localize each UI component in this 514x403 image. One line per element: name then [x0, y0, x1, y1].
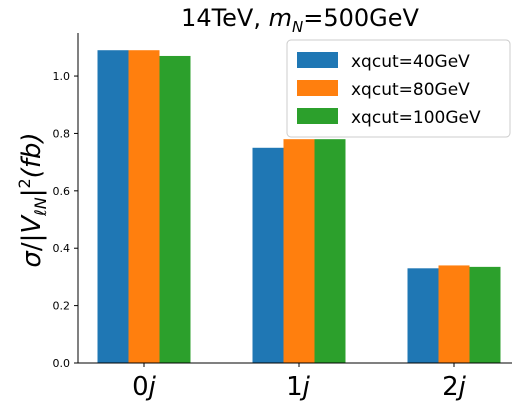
chart-title-prefix: 14TeV, [181, 4, 269, 32]
legend-swatch-3 [297, 108, 338, 124]
y-axis-label: σ/|VℓN|2(fb) [15, 132, 50, 267]
y-axis-label-unit: (fb) [17, 132, 47, 178]
y-tick-label: 0.6 [53, 185, 71, 198]
bar-2-1 [128, 50, 160, 363]
x-tick-label-2j-variable: j [456, 372, 467, 402]
chart-title-variable: m [269, 4, 292, 32]
legend-label-1: xqcut=40GeV [351, 52, 470, 72]
y-tick-label: 0.4 [53, 242, 71, 255]
x-tick-label-1j: 1j [286, 372, 311, 402]
bar-1-2 [252, 147, 284, 363]
x-tick-label-1j-variable: j [300, 372, 311, 402]
legend: xqcut=40GeV xqcut=80GeV xqcut=100GeV [286, 39, 511, 138]
bar-2-2 [283, 139, 315, 363]
chart-title-suffix: =500GeV [303, 4, 419, 32]
svg-text:σ/|VℓN|2(fb): σ/|VℓN|2(fb) [15, 132, 50, 267]
legend-label-3: xqcut=100GeV [351, 108, 481, 128]
y-tick-label: 1.0 [53, 70, 71, 83]
y-tick-label: 0.2 [53, 300, 71, 313]
svg-text:0j: 0j [132, 372, 157, 402]
svg-text:14TeV, mN=500GeV: 14TeV, mN=500GeV [181, 4, 419, 36]
legend-swatch-1 [297, 52, 338, 68]
y-tick-label: 0.8 [53, 127, 71, 140]
bar-3-2 [314, 139, 346, 363]
y-tick-label: 0.0 [53, 357, 71, 370]
y-axis-label-subscript: ℓN [31, 197, 50, 217]
x-tick-label-0j: 0j [132, 372, 157, 402]
bar-3-3 [469, 266, 501, 363]
y-axis: 0.0 0.2 0.4 0.6 0.8 1.0 [53, 33, 79, 370]
legend-label-2: xqcut=80GeV [351, 80, 470, 100]
x-tick-label-2j-number: 2 [442, 372, 459, 402]
y-axis-label-close: | [17, 188, 47, 197]
chart-title: 14TeV, mN=500GeV [181, 4, 419, 36]
legend-frame [286, 39, 511, 138]
bar-1-1 [97, 50, 129, 363]
bar-1-3 [407, 268, 439, 363]
y-axis-label-v: V [17, 214, 47, 234]
x-tick-label-0j-number: 0 [132, 372, 149, 402]
legend-swatch-2 [297, 80, 338, 96]
svg-text:2j: 2j [442, 372, 467, 402]
bar-2-3 [438, 265, 470, 363]
bars-group [97, 50, 501, 364]
chart-title-variable-subscript: N [292, 18, 303, 36]
y-axis-label-sigma: σ [17, 250, 47, 268]
y-axis-label-slash: /| [17, 234, 47, 252]
x-tick-label-2j: 2j [442, 372, 467, 402]
x-tick-label-1j-number: 1 [286, 372, 303, 402]
svg-text:1j: 1j [286, 372, 311, 402]
x-axis [78, 362, 512, 367]
x-tick-label-0j-variable: j [146, 372, 157, 402]
bar-3-1 [159, 55, 191, 364]
y-axis-label-superscript: 2 [15, 178, 34, 188]
